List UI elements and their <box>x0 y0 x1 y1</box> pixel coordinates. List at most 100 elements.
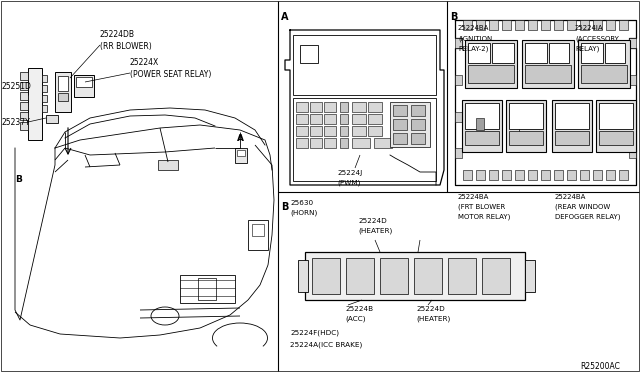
Bar <box>567 20 576 30</box>
Bar <box>605 43 625 63</box>
Text: 25224D: 25224D <box>358 218 387 224</box>
Bar <box>509 131 543 145</box>
Bar <box>629 148 636 158</box>
Bar <box>492 43 514 63</box>
Text: (HEATER): (HEATER) <box>358 228 392 234</box>
Bar <box>567 170 576 180</box>
Bar <box>606 170 615 180</box>
Bar <box>629 75 636 85</box>
Bar <box>393 119 407 130</box>
Bar <box>42 85 47 92</box>
Bar <box>305 252 525 300</box>
Bar <box>368 114 382 124</box>
Bar <box>340 102 348 112</box>
Text: RELAY): RELAY) <box>575 45 600 51</box>
Bar <box>42 105 47 112</box>
Bar <box>346 258 374 294</box>
Text: 25224A(ICC BRAKE): 25224A(ICC BRAKE) <box>290 342 362 349</box>
Bar <box>468 43 490 63</box>
Text: 25224X: 25224X <box>130 58 159 67</box>
Text: 25224F(HDC): 25224F(HDC) <box>290 330 339 337</box>
Text: B: B <box>281 202 289 212</box>
Bar <box>293 98 436 181</box>
Bar <box>528 20 537 30</box>
Bar <box>578 40 630 88</box>
Text: DEFOGGER RELAY): DEFOGGER RELAY) <box>555 214 621 221</box>
Bar <box>619 170 628 180</box>
Bar <box>55 72 71 112</box>
Bar <box>237 150 245 156</box>
Text: B: B <box>15 175 22 184</box>
Text: (PWM): (PWM) <box>337 180 360 186</box>
Text: (HEATER): (HEATER) <box>416 316 451 323</box>
Bar <box>552 100 592 152</box>
Bar <box>310 102 322 112</box>
Text: (RR BLOWER): (RR BLOWER) <box>100 42 152 51</box>
Bar <box>20 72 28 80</box>
Bar <box>374 138 392 148</box>
Bar <box>20 82 28 90</box>
Text: (ACCESSORY: (ACCESSORY <box>575 35 619 42</box>
Bar <box>180 275 235 303</box>
Bar <box>465 131 499 145</box>
Bar <box>525 65 571 83</box>
Text: R25200AC: R25200AC <box>580 362 620 371</box>
Bar <box>593 20 602 30</box>
Text: (REAR WINDOW: (REAR WINDOW <box>555 204 611 211</box>
Bar <box>525 260 535 292</box>
Bar <box>248 220 268 250</box>
Text: (IGNITION: (IGNITION <box>458 35 492 42</box>
Bar <box>463 20 472 30</box>
Bar <box>593 170 602 180</box>
Bar <box>324 102 336 112</box>
Bar <box>310 126 322 136</box>
Bar <box>555 131 589 145</box>
Bar <box>20 112 28 120</box>
Text: MOTOR RELAY): MOTOR RELAY) <box>458 214 510 221</box>
Text: 25224BA: 25224BA <box>555 194 586 200</box>
Bar <box>506 100 546 152</box>
Bar <box>581 43 603 63</box>
Text: 25237Y: 25237Y <box>2 118 31 127</box>
Bar <box>555 103 589 129</box>
Text: (POWER SEAT RELAY): (POWER SEAT RELAY) <box>130 70 211 79</box>
Bar <box>368 102 382 112</box>
Bar <box>455 112 462 122</box>
Bar <box>448 258 476 294</box>
Bar <box>463 170 472 180</box>
Bar <box>324 138 336 148</box>
Bar <box>324 126 336 136</box>
Bar <box>310 138 322 148</box>
Bar <box>599 103 633 129</box>
Bar <box>455 148 462 158</box>
Bar <box>198 278 216 300</box>
Bar <box>541 20 550 30</box>
Bar <box>581 65 627 83</box>
Bar <box>340 126 348 136</box>
Bar <box>293 35 436 95</box>
Bar <box>296 126 308 136</box>
Bar <box>20 92 28 100</box>
Bar <box>580 170 589 180</box>
Text: 25224D: 25224D <box>416 306 445 312</box>
Bar <box>28 68 42 140</box>
Bar <box>235 148 247 163</box>
Bar <box>296 102 308 112</box>
Bar <box>554 20 563 30</box>
Bar <box>312 258 340 294</box>
Text: 25630: 25630 <box>290 200 313 206</box>
Bar <box>476 170 485 180</box>
Bar <box>411 119 425 130</box>
Bar <box>489 170 498 180</box>
Bar <box>296 138 308 148</box>
Bar <box>619 20 628 30</box>
Bar <box>46 115 58 123</box>
Bar <box>509 103 543 129</box>
Bar <box>390 102 430 147</box>
Bar <box>300 45 318 63</box>
Bar <box>380 258 408 294</box>
Bar <box>411 133 425 144</box>
Bar <box>352 114 366 124</box>
Bar <box>352 102 366 112</box>
Bar <box>629 38 636 48</box>
